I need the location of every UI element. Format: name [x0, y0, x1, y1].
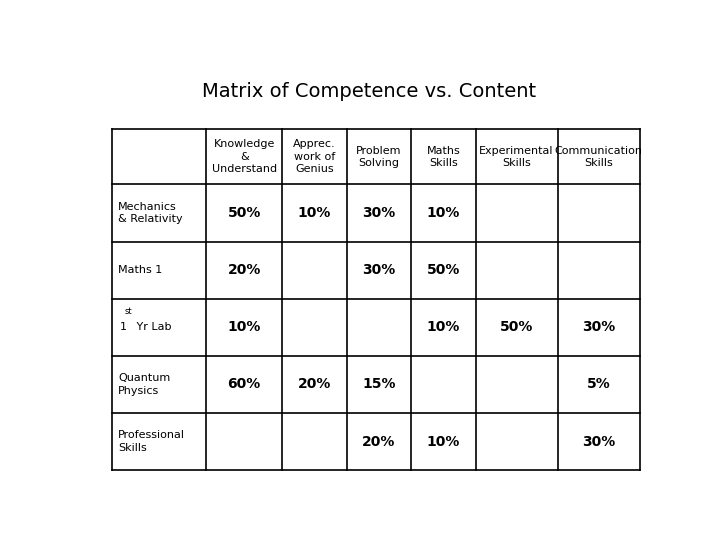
- Text: 1: 1: [120, 322, 127, 332]
- Text: Mechanics
& Relativity: Mechanics & Relativity: [118, 202, 183, 224]
- Text: Problem
Solving: Problem Solving: [356, 146, 402, 168]
- Text: 15%: 15%: [362, 377, 396, 392]
- Text: Quantum
Physics: Quantum Physics: [118, 373, 170, 396]
- Text: 30%: 30%: [582, 435, 616, 449]
- Text: 20%: 20%: [298, 377, 331, 392]
- Text: 5%: 5%: [587, 377, 611, 392]
- Text: 10%: 10%: [228, 320, 261, 334]
- Text: Knowledge
&
Understand: Knowledge & Understand: [212, 139, 276, 174]
- Text: Yr Lab: Yr Lab: [132, 322, 171, 332]
- Text: Matrix of Competence vs. Content: Matrix of Competence vs. Content: [202, 82, 536, 102]
- Text: 10%: 10%: [298, 206, 331, 220]
- Text: Maths
Skills: Maths Skills: [426, 146, 460, 168]
- Text: 60%: 60%: [228, 377, 261, 392]
- Text: Professional
Skills: Professional Skills: [118, 430, 185, 453]
- Text: Experimental
Skills: Experimental Skills: [480, 146, 554, 168]
- Text: Communication
Skills: Communication Skills: [554, 146, 643, 168]
- Text: Apprec.
work of
Genius: Apprec. work of Genius: [293, 139, 336, 174]
- Text: 10%: 10%: [427, 206, 460, 220]
- Text: 20%: 20%: [362, 435, 395, 449]
- Text: 50%: 50%: [500, 320, 534, 334]
- Text: 10%: 10%: [427, 435, 460, 449]
- Text: Maths 1: Maths 1: [118, 265, 162, 275]
- Text: 30%: 30%: [582, 320, 616, 334]
- Text: 50%: 50%: [427, 263, 460, 277]
- Text: st: st: [125, 307, 132, 316]
- Text: 10%: 10%: [427, 320, 460, 334]
- Text: 20%: 20%: [228, 263, 261, 277]
- Text: 50%: 50%: [228, 206, 261, 220]
- Text: 30%: 30%: [362, 206, 395, 220]
- Text: 30%: 30%: [362, 263, 395, 277]
